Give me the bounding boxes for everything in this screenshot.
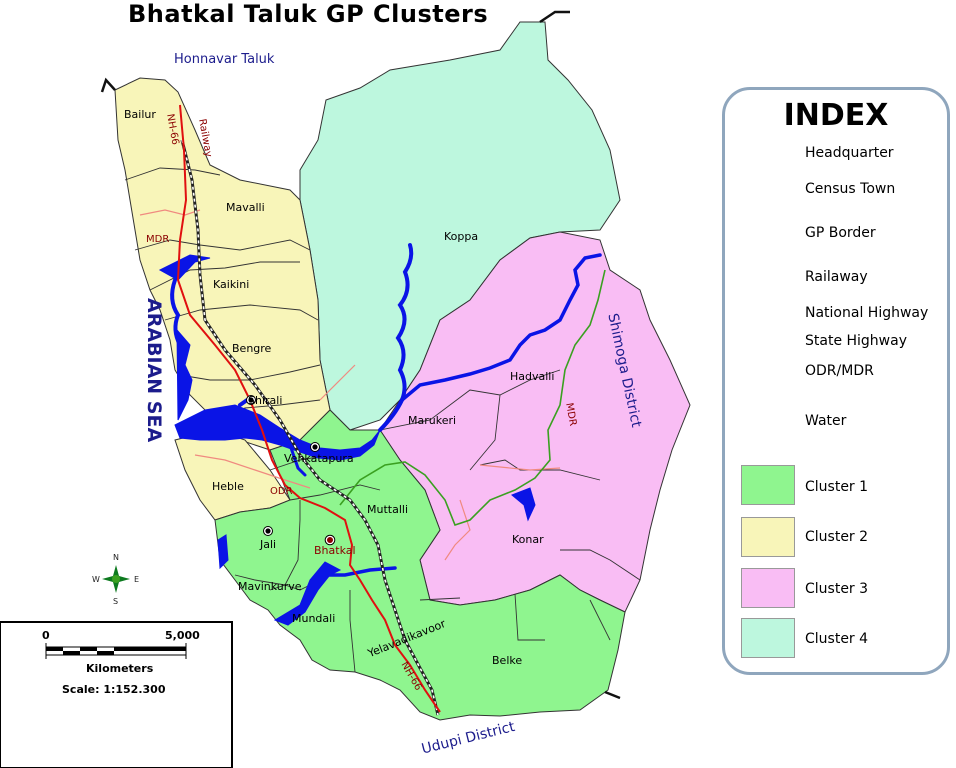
swatch-cluster2 xyxy=(741,517,795,557)
boundary-label-west: ARABIAN SEA xyxy=(143,298,165,443)
legend-label-headquarter: Headquarter xyxy=(805,145,894,161)
state-highway xyxy=(339,269,606,526)
gp-label-muttalli: Muttalli xyxy=(367,503,408,516)
swatch-cluster4 xyxy=(741,618,795,658)
gp-label-mavalli: Mavalli xyxy=(226,201,265,214)
gp-label-bailur: Bailur xyxy=(124,108,156,121)
gp-label-kaikini: Kaikini xyxy=(213,278,250,291)
gp-label-shirali: Shirali xyxy=(248,394,283,407)
legend-label-cluster3: Cluster 3 xyxy=(805,581,869,597)
gp-label-mundali: Mundali xyxy=(292,612,336,625)
legend-label-state-highway: State Highway xyxy=(805,333,907,349)
legend-label-national-highway: National Highway xyxy=(805,305,929,321)
gp-label-jali: Jali xyxy=(260,538,277,551)
census-town-shirali xyxy=(246,395,256,405)
gp-label-bhatkal: Bhatkal xyxy=(314,544,356,557)
water-bodies xyxy=(158,254,536,626)
scale-unit: Kilometers xyxy=(86,662,154,675)
scale-tick-start: 0 xyxy=(42,629,50,642)
census-town-venkatapura xyxy=(310,442,320,452)
legend-label-cluster2: Cluster 2 xyxy=(805,529,869,545)
odr-mdr-roads xyxy=(139,209,561,561)
railway-line xyxy=(180,139,440,716)
gp-label-marukeri: Marukeri xyxy=(408,414,457,427)
gp-label-koppa: Koppa xyxy=(444,230,479,243)
census-town-jali xyxy=(263,526,273,536)
scale-bar xyxy=(0,621,233,768)
index-title: INDEX xyxy=(783,98,889,133)
legend-label-water: Water xyxy=(805,413,847,429)
gp-label-belke: Belke xyxy=(492,654,523,667)
scale-tick-end: 5,000 xyxy=(165,629,200,642)
gp-label-mavinkurve: Mavinkurve xyxy=(238,580,302,593)
legend-label-cluster4: Cluster 4 xyxy=(805,631,869,647)
gp-label-heble: Heble xyxy=(212,480,244,493)
road-label-odr: ODR xyxy=(270,486,293,497)
headquarter-bhatkal xyxy=(324,534,336,546)
swatch-cluster1 xyxy=(741,465,795,505)
scale-ratio: Scale: 1:152.300 xyxy=(62,683,166,696)
map-title: Bhatkal Taluk GP Clusters xyxy=(128,0,489,28)
national-highway xyxy=(176,104,441,713)
compass-n: N xyxy=(113,553,119,562)
boundary-ticks xyxy=(100,10,621,700)
swatch-cluster3 xyxy=(741,568,795,608)
gp-label-bengre: Bengre xyxy=(232,342,272,355)
legend-label-railway: Railaway xyxy=(805,269,868,285)
compass-e: E xyxy=(134,575,140,584)
compass-s: S xyxy=(113,597,119,606)
legend-label-census-town: Census Town xyxy=(805,181,896,197)
road-label-mdr-west: MDR xyxy=(146,234,170,245)
gp-label-hadvalli: Hadvalli xyxy=(510,370,555,383)
gp-label-konar: Konar xyxy=(512,533,544,546)
compass-rose-icon xyxy=(102,565,130,593)
legend-label-cluster1: Cluster 1 xyxy=(805,479,869,495)
index-legend: INDEX Headquarter Census Town GP Border … xyxy=(722,87,950,675)
compass-w: W xyxy=(92,575,100,584)
cluster1-region xyxy=(214,409,626,721)
legend-label-odr-mdr: ODR/MDR xyxy=(805,363,874,379)
gp-label-venkatapura: Venkatapura xyxy=(284,452,354,465)
legend-label-gp-border: GP Border xyxy=(805,225,876,241)
boundary-label-north: Honnavar Taluk xyxy=(174,52,275,67)
